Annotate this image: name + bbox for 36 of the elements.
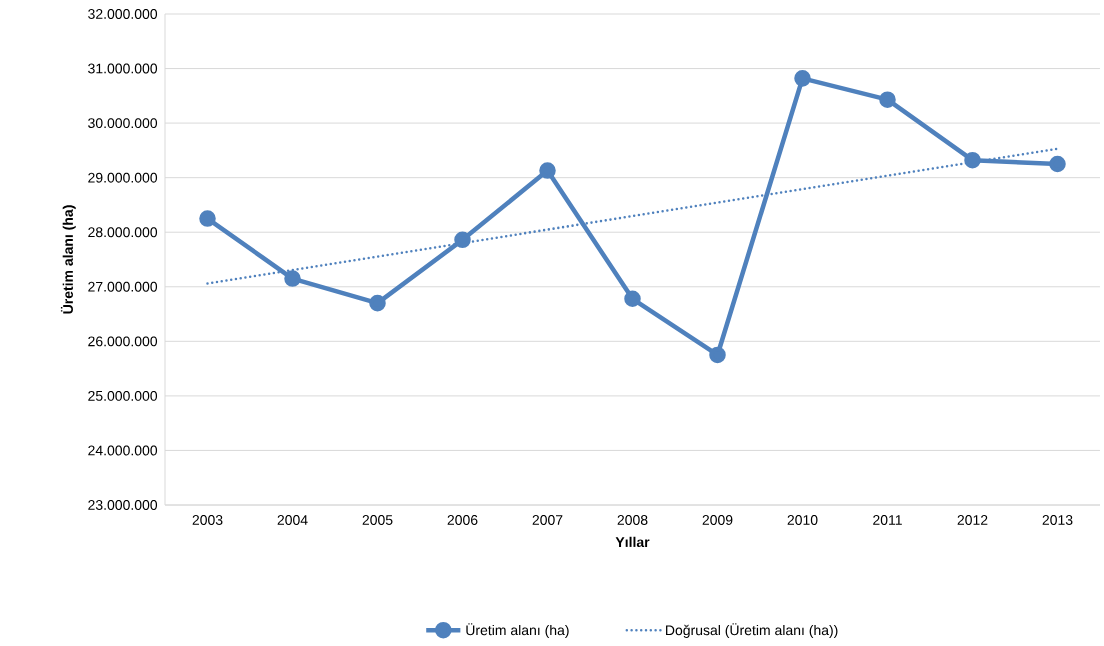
point: [539, 162, 556, 179]
x-axis-title: Yıllar: [615, 536, 650, 548]
y-tick-label: 25.000.000: [88, 390, 158, 401]
x-tick-label: 2008: [617, 515, 648, 525]
x-tick-label: 2013: [1042, 515, 1073, 525]
x-tick-label: 2009: [702, 515, 733, 525]
point: [624, 290, 641, 308]
y-tick-label: 30.000.000: [88, 118, 158, 129]
x-tick-label: 2004: [277, 515, 308, 525]
legend-label: Üretim alanı (ha): [466, 623, 569, 638]
y-axis-title: Üretim alanı (ha): [60, 205, 76, 314]
y-tick-label: 26.000.000: [88, 336, 158, 347]
y-tick-label: 28.000.000: [88, 227, 158, 238]
y-tick-label: 31.000.000: [88, 63, 158, 74]
legend-label: Doğrusal (Üretim alanı (ha)): [666, 623, 838, 638]
x-tick-label: 2006: [447, 515, 478, 525]
x-tick-label: 2010: [787, 515, 818, 525]
point: [284, 270, 301, 287]
point: [1049, 155, 1066, 173]
point: [794, 70, 811, 87]
y-tick-label: 29.000.000: [88, 172, 158, 183]
y-tick-label: 24.000.000: [88, 445, 158, 456]
point: [709, 346, 726, 364]
y-tick-label: 23.000.000: [88, 500, 158, 510]
point: [454, 231, 471, 249]
y-tick-label: 32.000.000: [88, 9, 158, 19]
point: [199, 210, 216, 227]
y-tick-label: 27.000.000: [88, 281, 158, 292]
point: [879, 91, 896, 108]
x-tick-label: 2007: [532, 515, 563, 525]
point: [964, 151, 981, 169]
x-tick-label: 2003: [192, 515, 223, 525]
point: [369, 294, 386, 312]
x-tick-label: 2011: [873, 515, 902, 525]
x-tick-label: 2012: [957, 515, 988, 525]
x-tick-label: 2005: [362, 515, 393, 525]
